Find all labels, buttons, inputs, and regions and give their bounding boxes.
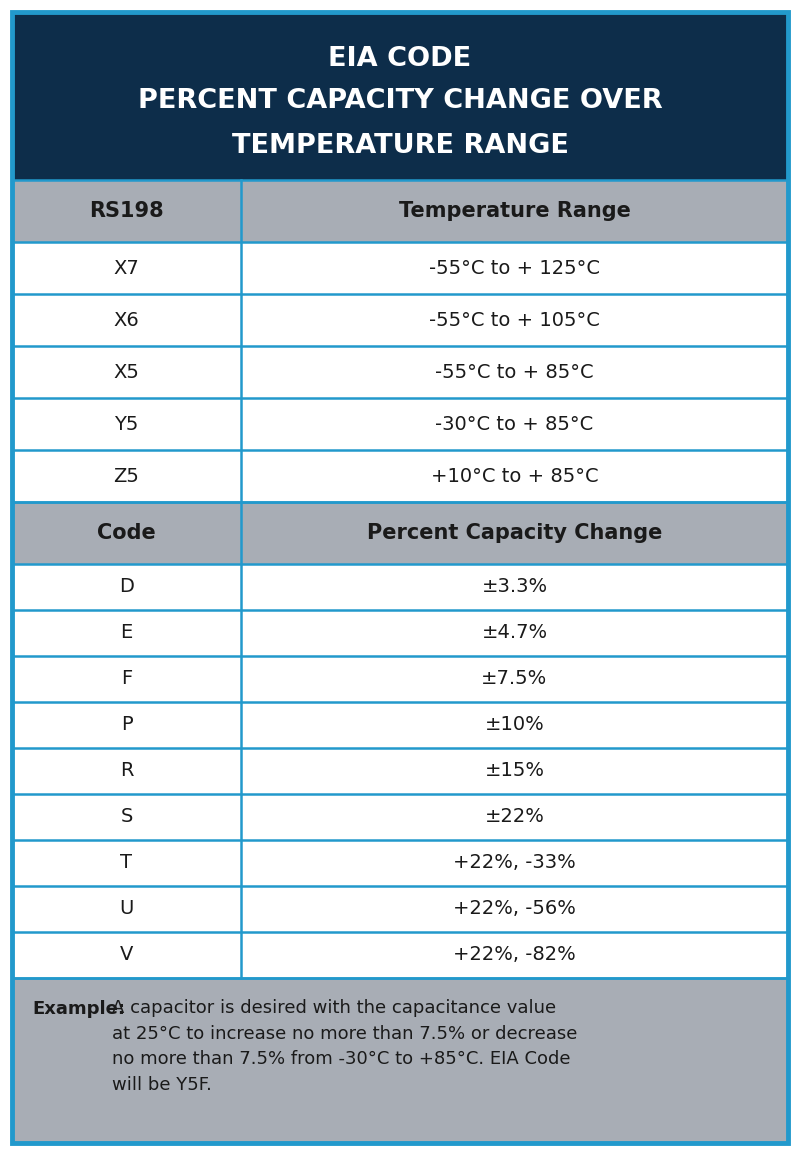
Bar	[12, 295, 788, 346]
Text: D: D	[119, 578, 134, 596]
Bar	[12, 610, 788, 656]
Bar	[12, 702, 788, 748]
Bar	[12, 346, 788, 398]
Text: +22%, -82%: +22%, -82%	[453, 946, 576, 964]
Text: +10°C to + 85°C: +10°C to + 85°C	[430, 467, 598, 485]
Text: Temperature Range: Temperature Range	[398, 201, 630, 221]
Text: R: R	[120, 761, 134, 781]
Text: A capacitor is desired with the capacitance value
at 25°C to increase no more th: A capacitor is desired with the capacita…	[112, 999, 578, 1094]
Text: T: T	[121, 854, 133, 872]
Text: V: V	[120, 946, 133, 964]
Text: U: U	[119, 900, 134, 918]
Bar	[12, 978, 788, 1143]
Text: EIA CODE: EIA CODE	[329, 46, 471, 72]
Text: -55°C to + 105°C: -55°C to + 105°C	[429, 311, 600, 329]
Text: ±22%: ±22%	[485, 807, 544, 827]
Text: -55°C to + 125°C: -55°C to + 125°C	[429, 259, 600, 277]
Text: -55°C to + 85°C: -55°C to + 85°C	[435, 363, 594, 381]
Text: TEMPERATURE RANGE: TEMPERATURE RANGE	[231, 133, 569, 159]
Text: ±15%: ±15%	[485, 761, 545, 781]
Bar	[12, 748, 788, 793]
Bar	[12, 793, 788, 840]
Bar	[12, 932, 788, 978]
Bar	[12, 398, 788, 450]
Text: Code: Code	[97, 523, 156, 543]
Text: Y5: Y5	[114, 415, 138, 433]
Text: P: P	[121, 715, 132, 735]
Text: S: S	[120, 807, 133, 827]
Bar	[12, 180, 788, 243]
Text: +22%, -56%: +22%, -56%	[453, 900, 576, 918]
Bar	[12, 502, 788, 564]
Text: ±10%: ±10%	[485, 715, 544, 735]
Bar	[12, 840, 788, 886]
Text: X7: X7	[114, 259, 139, 277]
Text: Percent Capacity Change: Percent Capacity Change	[366, 523, 662, 543]
Text: PERCENT CAPACITY CHANGE OVER: PERCENT CAPACITY CHANGE OVER	[138, 88, 662, 114]
Text: -30°C to + 85°C: -30°C to + 85°C	[435, 415, 594, 433]
Text: F: F	[121, 670, 132, 688]
Text: X5: X5	[114, 363, 139, 381]
Text: +22%, -33%: +22%, -33%	[453, 854, 576, 872]
Text: Z5: Z5	[114, 467, 139, 485]
Text: RS198: RS198	[89, 201, 164, 221]
Bar	[12, 656, 788, 702]
Text: Example:: Example:	[32, 1000, 125, 1018]
Text: ±4.7%: ±4.7%	[482, 624, 547, 642]
Text: X6: X6	[114, 311, 139, 329]
Bar	[12, 886, 788, 932]
Text: E: E	[120, 624, 133, 642]
Text: ±7.5%: ±7.5%	[482, 670, 547, 688]
Bar	[12, 564, 788, 610]
Text: ±3.3%: ±3.3%	[482, 578, 547, 596]
Bar	[12, 12, 788, 180]
Bar	[12, 243, 788, 295]
Bar	[12, 450, 788, 502]
